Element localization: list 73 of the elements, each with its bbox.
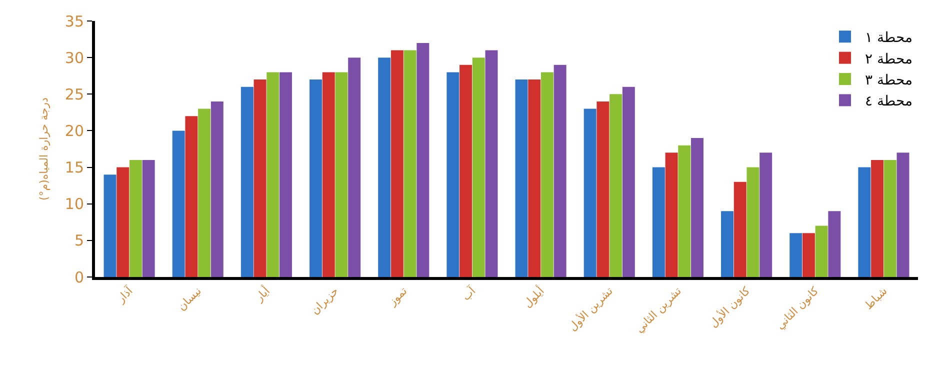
x-tick-label: نيسان — [175, 284, 204, 314]
bar — [240, 86, 254, 277]
x-tick-label: آذار — [113, 283, 136, 306]
bar — [815, 226, 828, 277]
bar — [540, 72, 554, 277]
y-tick-label: 20 — [64, 122, 84, 140]
bar — [828, 211, 841, 277]
x-tick-label: حزيران — [308, 284, 342, 318]
legend-label: محطة ٣ — [865, 72, 913, 88]
legend-label: محطة ٢ — [865, 51, 913, 68]
bar — [734, 182, 746, 277]
x-tick-label: أيلول — [520, 284, 547, 310]
bar — [528, 80, 541, 277]
bar — [622, 86, 635, 277]
bar — [404, 50, 416, 277]
bar — [142, 160, 155, 277]
y-axis-title: درجة حرارة المياه(م°) — [38, 97, 51, 200]
legend-label: محطة ٤ — [865, 94, 913, 110]
bar — [678, 145, 691, 277]
bar — [104, 174, 116, 277]
y-tick-label: 30 — [64, 48, 84, 67]
x-tick-label: كانون الثاني — [774, 284, 822, 332]
bar — [335, 72, 348, 277]
bar — [348, 58, 361, 277]
bar — [446, 72, 460, 277]
x-tick-label: أيار — [251, 284, 272, 305]
bar — [322, 72, 335, 277]
x-tick-label: تشرين الأول — [566, 284, 616, 334]
bar — [485, 50, 498, 277]
bar — [554, 64, 566, 277]
bar — [790, 233, 802, 277]
x-tick-label: تموز — [385, 284, 410, 309]
bar — [691, 138, 704, 277]
y-tick-label: 15 — [64, 158, 84, 177]
bar — [802, 233, 815, 277]
x-tick-label: كانون الأول — [706, 283, 754, 330]
bar — [266, 72, 280, 277]
bar — [198, 108, 211, 277]
x-tick-label: شباط — [862, 284, 890, 312]
bar — [596, 101, 610, 277]
bar — [884, 160, 896, 277]
bar — [416, 42, 430, 277]
y-tick-label: 10 — [64, 195, 84, 214]
bar — [210, 101, 224, 277]
bar — [871, 160, 884, 277]
bar — [665, 152, 678, 277]
bar — [760, 152, 772, 277]
bar — [472, 58, 485, 277]
bar — [896, 152, 910, 277]
x-tick-label: تشرين الثاني — [632, 284, 684, 336]
bar — [129, 160, 142, 277]
bar — [746, 167, 760, 277]
bar — [172, 130, 185, 277]
y-tick-label: 25 — [64, 85, 84, 104]
y-tick-label: 5 — [74, 232, 84, 250]
bar — [515, 80, 528, 277]
x-tick-label: آب — [458, 283, 479, 304]
y-tick-label: 0 — [74, 268, 84, 286]
bar — [280, 72, 292, 277]
bar — [721, 211, 734, 277]
bar — [378, 58, 391, 277]
bar — [610, 94, 622, 277]
bar — [584, 108, 596, 277]
bar — [310, 80, 322, 277]
bar — [116, 167, 130, 277]
bar — [858, 167, 871, 277]
bar — [390, 50, 404, 277]
bar — [460, 64, 472, 277]
bar — [254, 80, 266, 277]
bar — [652, 167, 665, 277]
legend-label: محطة ١ — [865, 30, 913, 46]
y-tick-label: 35 — [64, 12, 84, 30]
bar — [185, 116, 198, 277]
